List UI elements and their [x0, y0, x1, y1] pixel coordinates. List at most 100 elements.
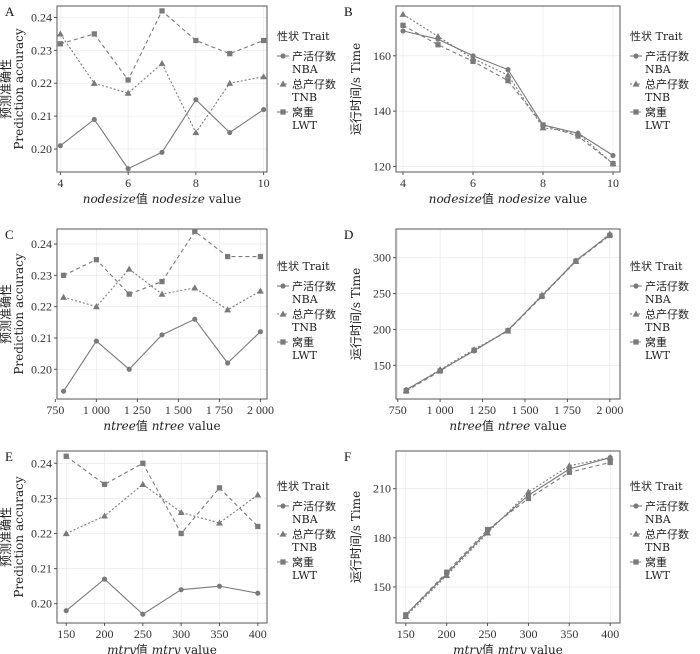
data-point-lwt [607, 232, 613, 239]
y-tick-label: 0.23 [31, 43, 52, 57]
data-point-lwt [540, 122, 546, 128]
legend-title: 性状 Trait [630, 259, 683, 273]
x-axis-label-part: nodesize [429, 192, 482, 206]
data-point-tnb [124, 89, 132, 96]
panel-label: E [5, 449, 13, 464]
data-point-lwt [57, 41, 64, 47]
x-tick-label: 300 [519, 627, 537, 641]
data-point-lwt [470, 58, 476, 64]
y-axis-label-cn: 预测准确性 [0, 507, 13, 567]
legend-label-cn: 总产仔数 [645, 77, 689, 91]
data-point-tnb [434, 32, 442, 40]
data-point-tnb [224, 306, 232, 313]
x-tick-label: 150 [397, 627, 415, 641]
x-tick-label: 1 500 [165, 403, 192, 417]
legend-key-marker [279, 310, 287, 317]
x-tick-label: 350 [210, 627, 228, 641]
x-tick-label: 2 000 [247, 403, 274, 417]
data-point-nba [93, 338, 99, 344]
y-tick-label: 0.22 [31, 300, 52, 314]
data-point-lwt [435, 42, 441, 48]
y-axis-label-en: Time [349, 491, 363, 525]
plot-frame [395, 450, 621, 624]
data-point-lwt [227, 51, 233, 57]
y-tick-label: 0.22 [31, 526, 52, 540]
legend-label-cn: 产活仔数 [292, 49, 336, 63]
x-tick-label: 250 [134, 627, 152, 641]
data-point-lwt [444, 569, 450, 575]
panel-label: B [344, 4, 353, 19]
legend-key-marker [632, 310, 640, 317]
y-tick-label: 0.21 [31, 331, 52, 345]
data-point-nba [261, 106, 267, 113]
legend-key-marker [632, 530, 640, 537]
y-tick-label: 0.24 [31, 11, 52, 25]
data-point-nba [126, 366, 132, 372]
legend-title: 性状 Trait [630, 479, 683, 493]
y-tick-label: 0.24 [31, 456, 52, 470]
legend-label-cn: 产活仔数 [645, 499, 689, 513]
legend-label-en: TNB [292, 91, 317, 104]
x-axis-label-part: value [205, 192, 241, 206]
y-axis-label-en: Prediction accuracy [12, 253, 26, 375]
y-tick-label: 120 [373, 159, 391, 173]
x-axis-label: ntree值 ntree value [103, 418, 220, 433]
legend-key-marker [633, 559, 639, 565]
data-point-lwt [437, 368, 443, 374]
legend-label-cn: 窝重 [292, 335, 314, 349]
legend-key-marker [633, 109, 639, 115]
legend-label-cn: 产活仔数 [292, 279, 336, 293]
data-point-lwt [125, 77, 131, 83]
data-point-lwt [403, 612, 409, 618]
legend-key-marker [632, 80, 640, 87]
panel-label: F [344, 449, 351, 464]
y-tick-label: 300 [373, 251, 391, 265]
legend-label-cn: 总产仔数 [292, 77, 336, 91]
x-tick-label: 1 250 [469, 403, 496, 417]
legend-label-en: TNB [645, 91, 670, 104]
y-axis-label-en: Prediction accuracy [12, 28, 26, 150]
data-point-nba [57, 143, 63, 149]
data-point-lwt [91, 31, 97, 37]
x-axis-label-part: 值 [482, 642, 498, 654]
y-tick-label: 150 [373, 358, 391, 372]
data-point-lwt [192, 228, 198, 235]
legend-label-en: LWT [645, 119, 671, 132]
x-axis-label-part: 值 [482, 418, 498, 433]
x-tick-label: 4 [400, 176, 406, 190]
data-point-tnb [254, 491, 262, 498]
series-line-tnb [402, 13, 614, 165]
x-axis-label-part: nodesize [83, 192, 136, 206]
data-point-lwt [101, 481, 108, 487]
legend-label-en: NBA [292, 513, 319, 526]
data-point-tnb [260, 73, 268, 80]
plot-frame [56, 450, 268, 624]
data-point-lwt [484, 526, 491, 533]
x-tick-label: 400 [601, 627, 619, 641]
y-axis-label-cn: 运行时间/s [349, 77, 363, 135]
data-point-tnb [226, 79, 234, 86]
legend-label-cn: 窝重 [645, 555, 667, 569]
data-point-nba [125, 166, 131, 172]
legend-label-en: LWT [292, 119, 318, 132]
data-point-tnb [606, 454, 614, 461]
data-point-nba [255, 590, 261, 596]
series-line-nba [405, 457, 611, 616]
y-axis-label-en: Time [349, 43, 363, 77]
legend-key-marker [633, 503, 639, 509]
x-tick-label: 150 [57, 627, 75, 641]
data-point-tnb [524, 488, 532, 495]
x-axis-label-part: ntree [498, 419, 531, 433]
data-point-lwt [63, 453, 69, 459]
x-tick-label: 300 [172, 627, 190, 641]
legend-label-cn: 总产仔数 [292, 307, 336, 321]
legend-key-marker [280, 339, 286, 345]
x-tick-label: 250 [479, 627, 497, 641]
legend-label-en: LWT [645, 569, 671, 582]
y-tick-label: 0.23 [31, 491, 52, 505]
